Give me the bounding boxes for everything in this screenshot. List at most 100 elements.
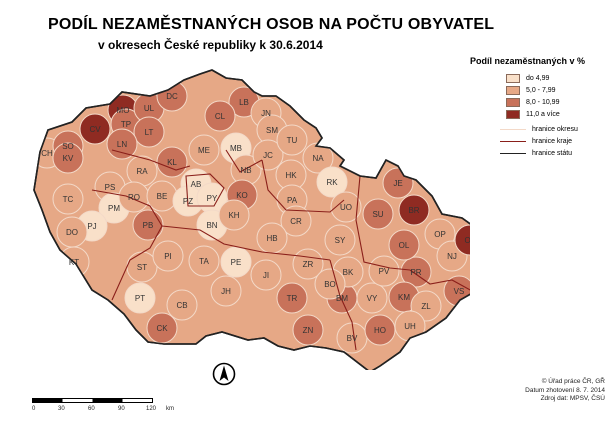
- region-border-line: [161, 225, 331, 261]
- legend-swatch: [506, 109, 520, 119]
- scale-tick-label: 90: [118, 406, 125, 412]
- district-ji: [250, 259, 282, 291]
- district-label: LT: [145, 128, 154, 137]
- district-label: JI: [263, 271, 269, 280]
- district-label: JC: [263, 151, 273, 160]
- district-label: VY: [367, 294, 378, 303]
- district-label: PM: [108, 204, 120, 213]
- district-label: ZL: [421, 302, 431, 311]
- district-label: TR: [287, 294, 298, 303]
- district-label: KO: [236, 191, 248, 200]
- district-label: OP: [434, 230, 446, 239]
- district-label: UL: [144, 104, 155, 113]
- district-label: CH: [41, 149, 53, 158]
- district-ho: [364, 314, 396, 346]
- district-label: PI: [164, 252, 172, 261]
- legend-line-swatch: [500, 140, 526, 142]
- district-label: MB: [230, 144, 242, 153]
- legend-item-class3: 8,0 - 10,99: [506, 96, 608, 108]
- credit-line: © Úřad práce ČR, GŘ: [541, 378, 605, 385]
- district-label: NJ: [447, 252, 457, 261]
- legend-item-class2: 5,0 - 7,99: [506, 84, 608, 96]
- region-border-line: [185, 173, 225, 207]
- district-label: HB: [266, 234, 277, 243]
- district-kv: [52, 142, 84, 174]
- district-label: UH: [404, 322, 416, 331]
- district-label: LN: [117, 140, 127, 149]
- district-label: OT: [464, 236, 470, 245]
- district-kh: [218, 199, 250, 231]
- credit-line: Zdroj dat: MPSV, ČSÚ: [540, 395, 605, 402]
- district-label: KV: [63, 154, 74, 163]
- district-jc: [252, 139, 284, 171]
- district-label: PB: [143, 221, 154, 230]
- legend-label: 8,0 - 10,99: [526, 98, 560, 106]
- district-ot: [454, 224, 470, 256]
- district-label: BE: [157, 192, 168, 201]
- district-label: KH: [228, 211, 239, 220]
- district-label: PJ: [87, 222, 96, 231]
- district-br: [398, 194, 430, 226]
- district-label: HO: [374, 326, 386, 335]
- district-label: CK: [156, 324, 168, 333]
- district-label: ME: [198, 146, 210, 155]
- district-label: RA: [136, 167, 148, 176]
- district-lt: [133, 116, 165, 148]
- legend-swatch: [506, 97, 520, 107]
- region-border-line: [329, 259, 357, 351]
- district-label: RO: [128, 193, 140, 202]
- district-bo: [314, 268, 346, 300]
- district-cv: [79, 113, 111, 145]
- district-label: PY: [207, 194, 218, 203]
- north-arrow-icon: [212, 362, 236, 386]
- district-label: VS: [454, 287, 465, 296]
- legend-swatch: [506, 73, 520, 83]
- district-label: AB: [191, 180, 202, 189]
- district-label: JN: [261, 109, 271, 118]
- district-jh: [210, 275, 242, 307]
- district-ln: [106, 128, 138, 160]
- legend-line-swatch: [500, 128, 526, 130]
- district-tu: [276, 124, 308, 156]
- legend-label: 11,0 a více: [526, 110, 560, 118]
- district-label: BV: [347, 334, 358, 343]
- district-pt: [124, 282, 156, 314]
- district-vy: [356, 282, 388, 314]
- legend-label: do 4,99: [526, 74, 550, 82]
- district-label: PS: [105, 183, 116, 192]
- legend-swatch: [506, 85, 520, 95]
- district-label: DC: [166, 92, 178, 101]
- district-label: CR: [290, 217, 302, 226]
- district-pv: [368, 255, 400, 287]
- district-pb: [132, 209, 164, 241]
- district-label: NA: [312, 154, 324, 163]
- district-label: MO: [117, 106, 130, 115]
- district-cr: [280, 205, 312, 237]
- map-subtitle: v okresech České republiky k 30.6.2014: [98, 38, 323, 52]
- region-border-line: [225, 149, 263, 173]
- district-cl: [204, 100, 236, 132]
- scale-tick-label: 120: [146, 406, 157, 412]
- czech-districts-map: CH SO KV CV MO TP UL DC LT LN LB CL JN SM MB ME KL RA PS TC…: [33, 69, 470, 370]
- district-label: NB: [240, 166, 251, 175]
- district-ol: [388, 229, 420, 261]
- district-label: TA: [199, 257, 209, 266]
- district-label: SM: [266, 126, 278, 135]
- legend-label: hranice kraje: [532, 137, 573, 145]
- district-label: SU: [372, 210, 383, 219]
- district-label: PZ: [183, 197, 193, 206]
- state-border-line: [33, 69, 470, 370]
- district-label: CV: [89, 125, 101, 134]
- district-label: TU: [287, 136, 298, 145]
- legend-item-region-border: hranice kraje: [500, 135, 608, 147]
- legend-line-swatch: [500, 152, 526, 154]
- district-label: UO: [340, 203, 352, 212]
- map-credits: © Úřad práce ČR, GŘ Datum zhotovení 8. 7…: [525, 378, 605, 404]
- district-label: PE: [231, 258, 242, 267]
- district-tr: [276, 282, 308, 314]
- district-label: BK: [343, 268, 354, 277]
- region-border-line: [409, 269, 470, 291]
- district-label: BM: [336, 294, 348, 303]
- district-me: [188, 134, 220, 166]
- region-border-line: [261, 159, 345, 213]
